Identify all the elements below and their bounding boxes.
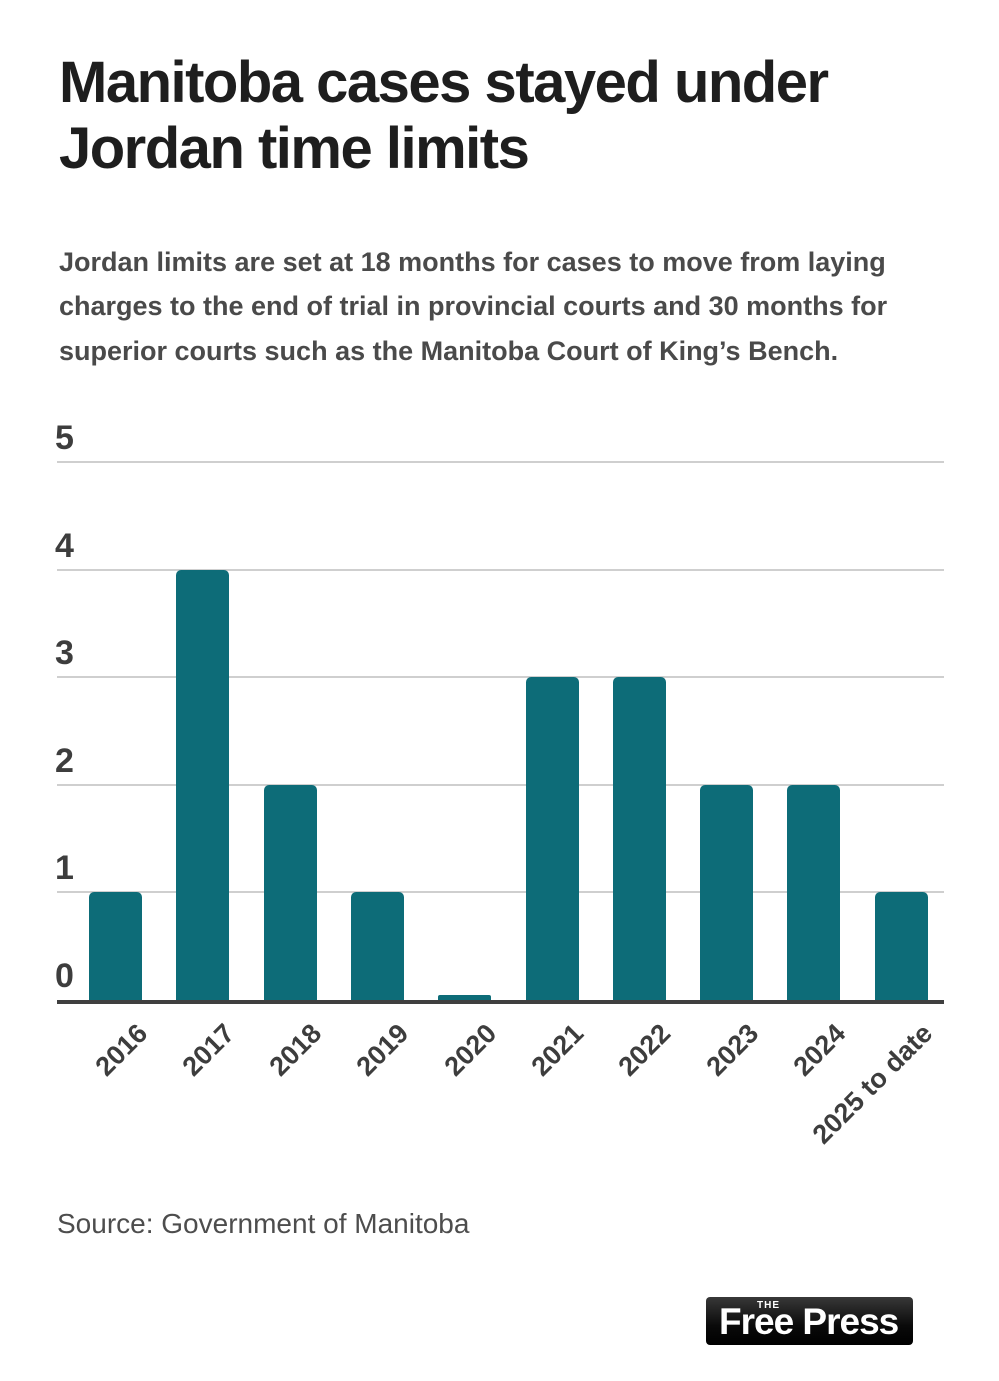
page-title: Manitoba cases stayed under Jordan time … [59, 50, 979, 181]
y-tick-label-0: 0 [55, 957, 74, 995]
bar-2022 [612, 677, 666, 1000]
gridline-3 [57, 676, 944, 679]
y-tick-label-5: 5 [55, 419, 74, 457]
x-tick-label-2020: 2020 [438, 1018, 502, 1082]
x-tick-label-2021: 2021 [525, 1018, 590, 1082]
x-tick-label-2017: 2017 [176, 1018, 241, 1082]
bar-2023 [700, 784, 754, 1000]
page-title-line1: Manitoba cases stayed under [59, 50, 829, 115]
bar-2025-to-date [874, 892, 928, 1000]
bar-2016 [89, 892, 142, 1000]
source-credit: Source: Government of Manitoba [57, 1208, 470, 1239]
x-tick-label-2019: 2019 [350, 1018, 415, 1082]
page-title-line2: Jordan time limits [59, 115, 530, 181]
x-tick-label-2022: 2022 [612, 1018, 677, 1082]
x-tick-label-2023: 2023 [700, 1018, 764, 1082]
y-tick-label-1: 1 [55, 849, 74, 888]
x-tick-label-2025-to-date: 2025 to date [806, 1018, 939, 1150]
x-axis-line [57, 1000, 944, 1004]
gridline-4 [57, 568, 944, 571]
bar-2020 [438, 995, 492, 1000]
bar-2024 [787, 784, 841, 1000]
x-tick-label-2016: 2016 [89, 1018, 153, 1082]
x-tick-label-2024: 2024 [787, 1018, 852, 1082]
gridline-2 [57, 783, 944, 786]
y-tick-label-4: 4 [55, 526, 74, 565]
bar-2017 [176, 569, 230, 1000]
free-press-logo: THE Free Press [706, 1297, 913, 1345]
x-tick-label-2018: 2018 [263, 1018, 328, 1082]
logo-wordmark: Free Press [719, 1301, 899, 1342]
y-tick-label-3: 3 [55, 634, 74, 673]
bar-2021 [525, 677, 579, 1000]
gridline-5 [57, 461, 944, 463]
bar-2019 [350, 892, 404, 1000]
y-tick-label-2: 2 [55, 741, 74, 780]
bar-2018 [263, 784, 317, 1000]
gridline-1 [57, 891, 944, 894]
logo-tagline: THE [757, 1300, 780, 1311]
chart-subtitle: Jordan limits are set at 18 months for c… [59, 247, 888, 366]
